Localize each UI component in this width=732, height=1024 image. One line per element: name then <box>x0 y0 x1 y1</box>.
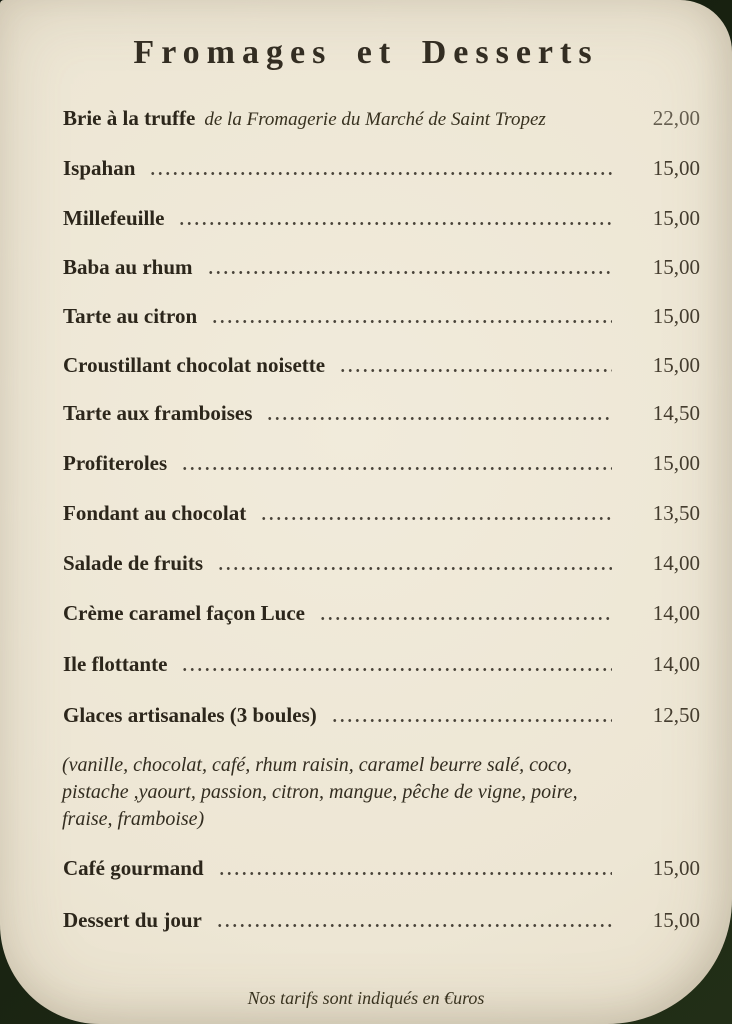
dot-leader <box>178 222 612 225</box>
item-name: Croustillant chocolat noisette <box>63 353 326 377</box>
item-price: 14,00 <box>652 601 700 625</box>
menu-item-row: Crème caramel façon Luce 14,00 <box>63 601 700 626</box>
item-name: Ispahan <box>63 156 136 180</box>
dot-leader <box>181 668 612 671</box>
menu-item-row: Brie à la truffe de la Fromagerie du Mar… <box>63 106 700 131</box>
menu-item-row: Baba au rhum 15,00 <box>63 255 700 280</box>
item-price: 15,00 <box>652 353 700 377</box>
item-name: Tarte au citron <box>63 304 198 328</box>
item-name: Ile flottante <box>63 652 168 676</box>
menu-item-row: Tarte au citron 15,00 <box>63 304 700 329</box>
item-price: 15,00 <box>652 856 700 880</box>
menu-item-row: Dessert du jour 15,00 <box>63 908 700 933</box>
dot-leader <box>211 320 612 323</box>
item-name: Brie à la truffe <box>63 106 196 130</box>
item-price: 15,00 <box>652 908 700 932</box>
item-name: Glaces artisanales (3 boules) <box>63 703 317 727</box>
menu-item-row: Ile flottante 14,00 <box>63 652 700 677</box>
dot-leader <box>181 467 612 470</box>
dot-leader <box>206 271 612 274</box>
item-name: Café gourmand <box>63 856 204 880</box>
item-name: Tarte aux framboises <box>63 401 253 425</box>
item-price: 13,50 <box>652 501 700 525</box>
item-name: Profiteroles <box>63 451 168 475</box>
item-price: 14,00 <box>652 652 700 676</box>
item-provenance-note: de la Fromagerie du Marché de Saint Trop… <box>204 109 546 130</box>
item-price: 15,00 <box>652 304 700 328</box>
item-price: 22,00 <box>652 106 700 130</box>
item-name: Fondant au chocolat <box>63 501 247 525</box>
menu-item-row: Profiteroles 15,00 <box>63 451 700 476</box>
item-name: Salade de fruits <box>63 551 204 575</box>
item-name: Crème caramel façon Luce <box>63 601 305 625</box>
dot-leader <box>260 517 612 520</box>
menu-item-row: Café gourmand 15,00 <box>63 856 700 881</box>
item-price: 15,00 <box>652 156 700 180</box>
dot-leader <box>217 872 612 875</box>
item-price: 15,00 <box>652 206 700 230</box>
item-name: Dessert du jour <box>63 908 202 932</box>
menu-item-row: Glaces artisanales (3 boules) 12,50 <box>63 703 700 728</box>
item-name: Millefeuille <box>63 206 165 230</box>
dot-leader <box>217 567 612 570</box>
page-title: Fromages et Desserts <box>133 34 599 71</box>
dot-leader <box>215 924 612 927</box>
item-price: 15,00 <box>652 255 700 279</box>
dot-leader <box>149 172 612 175</box>
dot-leader <box>266 417 612 420</box>
menu-item-row: Tarte aux framboises 14,50 <box>63 401 700 426</box>
item-price: 14,00 <box>652 551 700 575</box>
item-name: Baba au rhum <box>63 255 193 279</box>
item-price: 12,50 <box>652 703 700 727</box>
item-price: 15,00 <box>652 451 700 475</box>
menu-item-row: Fondant au chocolat 13,50 <box>63 501 700 526</box>
dot-leader <box>339 369 612 372</box>
dot-leader <box>330 719 612 722</box>
menu-item-row: Millefeuille 15,00 <box>63 206 700 231</box>
dot-leader <box>318 617 612 620</box>
ice-cream-flavors-note: (vanille, chocolat, café, rhum raisin, c… <box>62 754 578 830</box>
item-price: 14,50 <box>652 401 700 425</box>
pricing-footnote: Nos tarifs sont indiqués en €uros <box>247 988 485 1008</box>
menu-item-row: Croustillant chocolat noisette 15,00 <box>63 353 700 378</box>
menu-item-row: Salade de fruits 14,00 <box>63 551 700 576</box>
menu-item-row: Ispahan 15,00 <box>63 156 700 181</box>
